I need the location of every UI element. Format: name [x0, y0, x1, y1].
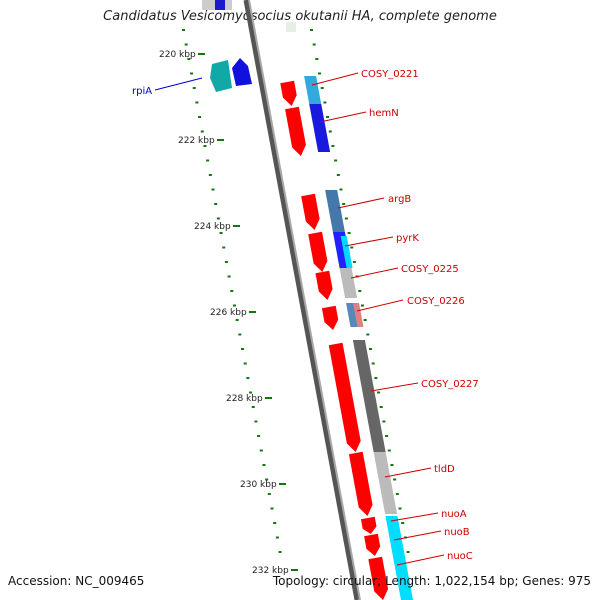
genome-summary-text: Topology: circular; Length: 1,022,154 bp…	[272, 574, 591, 588]
cog-block	[340, 236, 353, 268]
cog-block	[353, 303, 364, 327]
cog-block	[352, 340, 386, 452]
scale-label: 230 kbp	[240, 480, 277, 490]
cds-arrow	[285, 106, 306, 156]
label-leader-line	[384, 467, 432, 478]
gene-label: nuoB	[444, 527, 470, 538]
cog-block	[304, 76, 322, 104]
accession-text: Accession: NC_009465	[8, 574, 145, 588]
cds-arrow	[368, 556, 389, 600]
backbone-shadow	[243, 0, 360, 600]
label-leader-line	[350, 267, 399, 279]
cds-arrow	[360, 516, 377, 534]
cds-arrow	[315, 270, 333, 300]
cog-block	[309, 104, 331, 152]
gene-label: COSY_0227	[421, 379, 479, 390]
reverse-feature-block	[210, 60, 232, 92]
gene-label: COSY_0226	[407, 296, 465, 307]
cog-block	[339, 268, 358, 298]
scale-label: 224 kbp	[194, 222, 231, 232]
cds-arrow	[301, 193, 320, 230]
label-leader-line	[356, 299, 404, 312]
gene-label: pyrK	[396, 233, 419, 244]
gene-label: hemN	[369, 108, 399, 119]
label-leader-line	[344, 236, 394, 247]
partial-feature	[286, 22, 296, 32]
cds-arrow	[321, 305, 339, 330]
label-leader-line	[393, 530, 442, 541]
label-leader-line	[311, 72, 359, 86]
gene-label: argB	[388, 194, 411, 205]
label-leader-line	[319, 111, 367, 123]
cog-block	[385, 516, 413, 600]
label-leader-line	[370, 382, 419, 392]
gene-label: COSY_0225	[401, 264, 459, 275]
gene-label: tldD	[434, 464, 455, 475]
gene-label: COSY_0221	[361, 69, 419, 80]
cds-arrow	[280, 80, 297, 106]
label-leader-line	[154, 77, 203, 91]
cds-arrow	[328, 342, 361, 452]
reverse-feature-block	[232, 58, 252, 86]
scale-label: 232 kbp	[252, 566, 289, 576]
gene-label: nuoA	[441, 509, 467, 520]
cds-arrow	[348, 451, 373, 516]
backbone-highlight	[248, 0, 361, 600]
label-leader-line	[396, 554, 445, 566]
map-title: Candidatus Vesicomyosocius okutanii HA, …	[103, 9, 497, 24]
cds-arrow	[364, 533, 381, 556]
gene-label: rpiA	[132, 86, 152, 97]
cog-block	[373, 452, 398, 514]
cog-block	[325, 190, 345, 232]
scale-label: 228 kbp	[226, 394, 263, 404]
label-leader-line	[337, 197, 385, 209]
scale-label: 220 kbp	[159, 50, 196, 60]
label-leader-line	[390, 512, 439, 522]
gene-label: nuoC	[447, 551, 473, 562]
partial-feature	[215, 0, 225, 10]
scale-label: 222 kbp	[178, 136, 215, 146]
cds-arrow	[308, 231, 328, 272]
scale-label: 226 kbp	[210, 308, 247, 318]
